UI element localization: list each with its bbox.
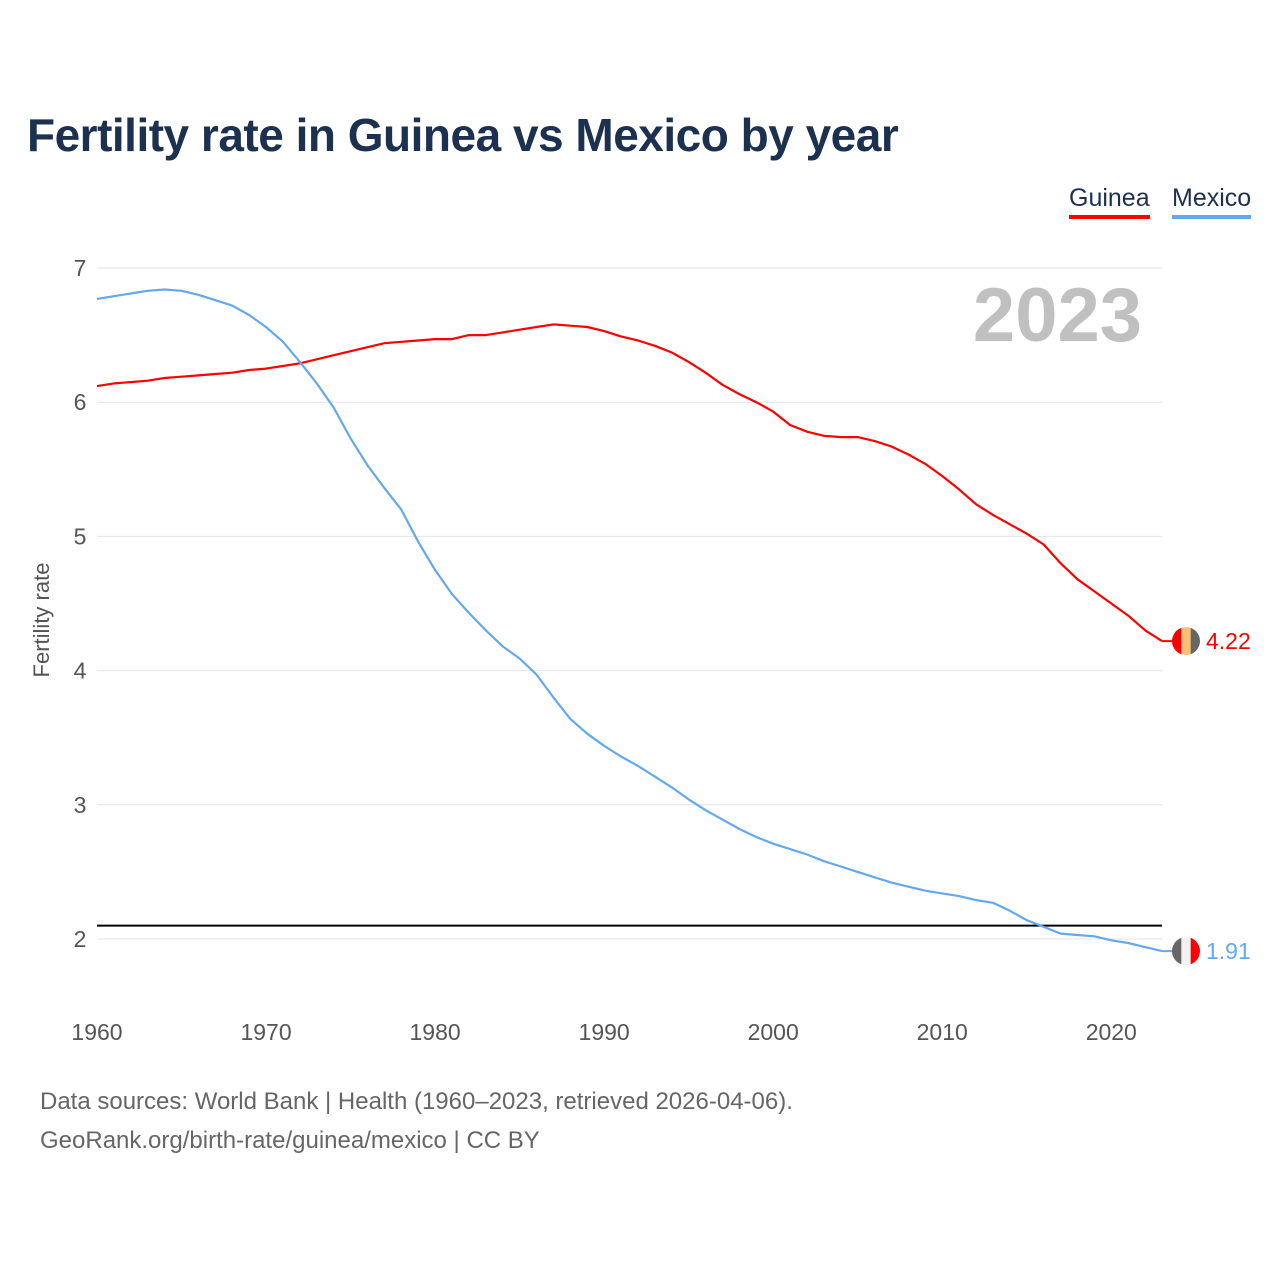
y-tick-label: 5 xyxy=(74,523,87,549)
legend-mexico[interactable]: Mexico xyxy=(1172,184,1252,219)
y-tick-label: 6 xyxy=(74,389,87,415)
x-tick-label: 1970 xyxy=(240,1019,291,1045)
y-tick-label: 4 xyxy=(74,658,87,684)
flag-mexico-icon xyxy=(1172,937,1200,966)
x-tick-label: 1980 xyxy=(410,1019,461,1045)
x-tick-label: 2010 xyxy=(917,1019,968,1045)
y-tick-label: 2 xyxy=(74,926,87,952)
series-line-mexico xyxy=(96,288,1163,953)
legend-guinea[interactable]: Guinea xyxy=(1069,184,1150,219)
x-tick-label: 1960 xyxy=(71,1019,122,1045)
x-tick-label: 2000 xyxy=(748,1019,799,1045)
end-value-label-guinea: 4.22 xyxy=(1206,628,1251,654)
x-tick-label: 1990 xyxy=(579,1019,630,1045)
end-value-label-mexico: 1.91 xyxy=(1206,938,1251,964)
chart-title: Fertility rate in Guinea vs Mexico by ye… xyxy=(27,109,899,161)
y-tick-label: 7 xyxy=(74,255,87,281)
y-tick-label: 3 xyxy=(74,792,87,818)
series-line-guinea xyxy=(96,323,1163,643)
current-year-watermark: 2023 xyxy=(972,273,1142,358)
x-tick-label: 2020 xyxy=(1086,1019,1137,1045)
flag-guinea-icon xyxy=(1172,627,1200,656)
footer-sources: Data sources: World Bank | Health (1960–… xyxy=(40,1088,793,1115)
footer-credit: GeoRank.org/birth-rate/guinea/mexico | C… xyxy=(40,1127,540,1154)
